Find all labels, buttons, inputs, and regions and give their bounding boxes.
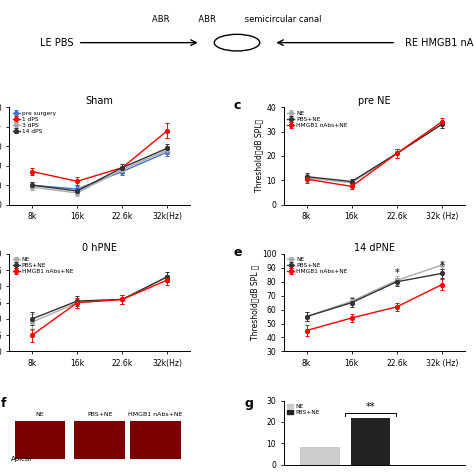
Text: ABR           ABR           semicircular canal: ABR ABR semicircular canal <box>152 15 322 24</box>
Y-axis label: Threshold（dB SPL）: Threshold（dB SPL） <box>255 119 264 192</box>
Text: c: c <box>233 100 241 112</box>
Text: NE: NE <box>36 412 45 417</box>
Legend: NE, PBS+NE, HMGB1 nAbs+NE: NE, PBS+NE, HMGB1 nAbs+NE <box>287 257 348 275</box>
Legend: NE, PBS+NE, HMGB1 nAbs+NE: NE, PBS+NE, HMGB1 nAbs+NE <box>12 257 74 275</box>
Bar <box>74 421 125 459</box>
Title: pre NE: pre NE <box>358 96 391 106</box>
Text: **: ** <box>366 402 375 412</box>
Title: Sham: Sham <box>86 96 114 106</box>
Legend: pre surgery, 1 dPS, 3 dPS, 14 dPS: pre surgery, 1 dPS, 3 dPS, 14 dPS <box>12 110 56 134</box>
Text: PBS+NE: PBS+NE <box>87 412 112 417</box>
Bar <box>15 421 65 459</box>
Bar <box>351 418 391 465</box>
Text: g: g <box>244 397 253 410</box>
Title: 0 hPNE: 0 hPNE <box>82 243 117 253</box>
Legend: NE, PBS+NE: NE, PBS+NE <box>287 403 320 416</box>
Bar <box>300 447 340 465</box>
Text: e: e <box>233 246 242 259</box>
Title: 14 dPNE: 14 dPNE <box>354 243 395 253</box>
Legend: NE, PBS+NE, HMGB1 nAbs+NE: NE, PBS+NE, HMGB1 nAbs+NE <box>287 110 348 128</box>
Text: *: * <box>394 268 399 278</box>
Text: HMGB1 nAbs+NE: HMGB1 nAbs+NE <box>128 412 183 417</box>
Text: Apical: Apical <box>11 456 33 462</box>
Y-axis label: Threshold（dB SPL ）: Threshold（dB SPL ） <box>250 265 259 340</box>
Text: LE PBS: LE PBS <box>40 37 73 48</box>
Text: *: * <box>439 261 444 271</box>
Bar <box>130 421 181 459</box>
Text: RE HMGB1 nAbs: RE HMGB1 nAbs <box>405 37 474 48</box>
Text: f: f <box>0 397 6 410</box>
